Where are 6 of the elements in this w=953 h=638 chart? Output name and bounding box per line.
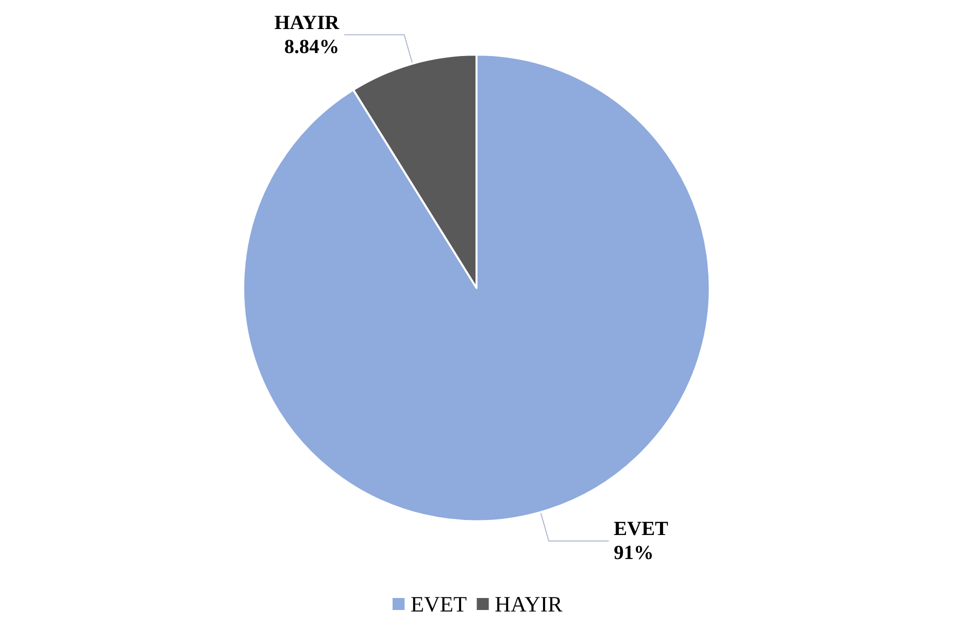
slice-label: EVET (614, 518, 669, 540)
data-label: 8.84% (284, 36, 340, 58)
legend-label: HAYIR (494, 592, 563, 616)
data-label: 91% (614, 542, 654, 564)
slice-label: HAYIR (274, 12, 340, 34)
legend-label: EVET (410, 592, 468, 616)
